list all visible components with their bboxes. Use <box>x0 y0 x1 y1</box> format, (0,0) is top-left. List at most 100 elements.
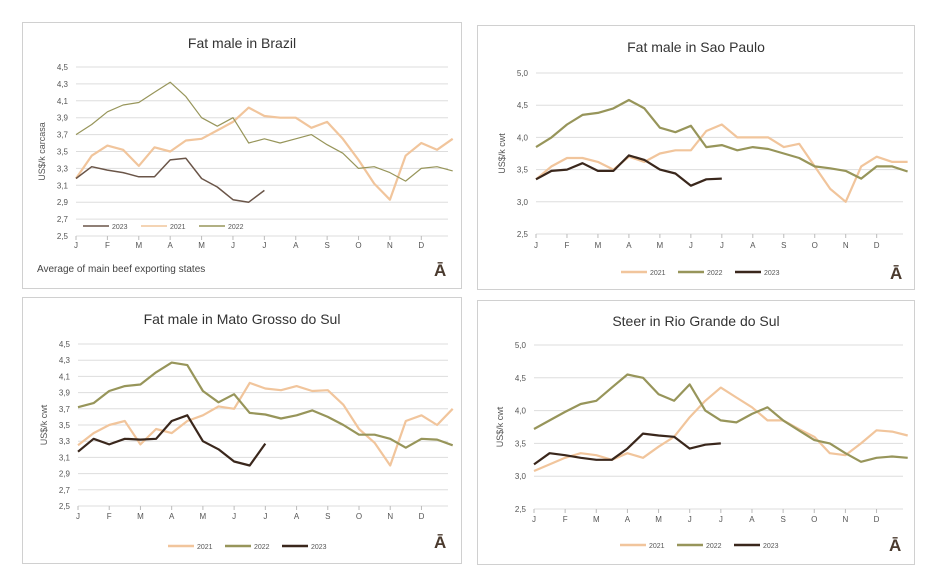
panel-rio-grande-do-sul: Steer in Rio Grande do Sul Ā 2,5 3,0 3,5 4,… <box>477 300 915 565</box>
x-tick-label: M <box>135 241 142 250</box>
y-tick-label: 4,0 <box>515 407 527 416</box>
y-tick-label: 4,5 <box>515 374 527 383</box>
legend-label: 2023 <box>764 270 780 277</box>
legend-label: 2023 <box>763 543 779 550</box>
x-tick-label: M <box>655 515 662 524</box>
legend-label: 2021 <box>650 270 666 277</box>
brand-logo: Ā <box>434 533 447 552</box>
y-tick-label: 2,7 <box>57 215 69 224</box>
series-line-2023 <box>533 432 721 466</box>
x-tick-label: J <box>532 515 536 524</box>
series-line-2021 <box>75 106 454 201</box>
x-tick-label: S <box>781 241 786 250</box>
x-tick-label: A <box>749 515 755 524</box>
y-tick-label: 4,0 <box>517 133 529 142</box>
y-tick-label: 3,5 <box>515 439 527 448</box>
chart-rio-grande-do-sul: 2,5 3,0 3,5 4,0 4,5 5,0 J F M A M J J A S O N D US$/k cwt 2… <box>495 341 908 550</box>
x-tick-label: J <box>74 241 78 250</box>
y-tick-label: 2,5 <box>517 230 529 239</box>
y-tick-label: 4,1 <box>59 372 71 381</box>
y-axis-label: US$/k carcasa <box>37 122 47 181</box>
x-tick-label: O <box>812 241 818 250</box>
x-tick-label: J <box>534 241 538 250</box>
x-tick-label: N <box>843 515 849 524</box>
x-tick-label: D <box>874 515 880 524</box>
y-tick-label: 3,5 <box>57 148 69 157</box>
y-tick-label: 3,7 <box>59 405 71 414</box>
legend-label: 2021 <box>197 544 213 551</box>
brand-logo: Ā <box>890 264 903 283</box>
x-tick-label: J <box>232 512 236 521</box>
y-tick-label: 3,0 <box>515 472 527 481</box>
x-tick-label: J <box>231 241 235 250</box>
x-tick-label: F <box>565 241 570 250</box>
y-tick-label: 2,5 <box>59 502 71 511</box>
chart-footnote: Average of main beef exporting states <box>37 264 206 275</box>
x-tick-label: M <box>200 512 207 521</box>
chart-title: Fat male in Brazil <box>187 35 297 51</box>
y-tick-label: 2,5 <box>57 232 69 241</box>
legend-label: 2023 <box>311 544 327 551</box>
x-tick-label: J <box>262 241 266 250</box>
x-tick-label: A <box>168 241 174 250</box>
y-tick-label: 4,5 <box>57 63 69 72</box>
x-tick-label: F <box>105 241 110 250</box>
series-line-2022 <box>533 373 908 463</box>
y-tick-label: 2,7 <box>59 486 71 495</box>
x-tick-label: D <box>418 241 424 250</box>
y-tick-label: 3,9 <box>57 114 69 123</box>
x-tick-label: A <box>625 515 631 524</box>
x-tick-label: S <box>780 515 785 524</box>
chart-mato-grosso-do-sul: 2,5 2,7 2,9 3,1 3,3 3,5 3,7 3,9 4,1 4,3 4,5 J F M A M J J… <box>39 340 454 551</box>
series-line-2022 <box>75 81 453 182</box>
series-line-2023 <box>535 154 722 187</box>
x-tick-label: M <box>198 241 205 250</box>
chart-title: Fat male in Mato Grosso do Sul <box>143 311 341 327</box>
legend-label: 2021 <box>649 543 665 550</box>
x-tick-label: D <box>874 241 880 250</box>
x-tick-label: F <box>563 515 568 524</box>
y-tick-label: 5,0 <box>517 69 529 78</box>
x-tick-label: J <box>719 515 723 524</box>
y-axis-label: US$/k cwt <box>497 133 507 174</box>
x-tick-label: A <box>169 512 175 521</box>
series-line-2022 <box>77 361 454 449</box>
y-tick-label: 4,3 <box>59 356 71 365</box>
series-line-2023 <box>75 157 265 203</box>
y-tick-label: 3,7 <box>57 131 69 140</box>
x-tick-label: M <box>137 512 144 521</box>
x-tick-label: N <box>843 241 849 250</box>
legend-label: 2022 <box>707 270 723 277</box>
x-tick-label: A <box>626 241 632 250</box>
series-line-2023 <box>77 414 267 467</box>
legend-label: 2022 <box>228 224 244 231</box>
x-tick-label: J <box>688 515 692 524</box>
x-tick-label: F <box>107 512 112 521</box>
chart-brazil: 2,5 2,7 2,9 3,1 3,3 3,5 3,7 3,9 4,1 4,3 4,5 J F M A M J J… <box>37 63 454 250</box>
x-tick-label: J <box>689 241 693 250</box>
y-tick-label: 3,1 <box>57 181 69 190</box>
x-tick-label: A <box>294 512 300 521</box>
x-tick-label: M <box>593 515 600 524</box>
y-tick-label: 4,5 <box>517 101 529 110</box>
y-tick-label: 3,3 <box>57 164 69 173</box>
y-tick-label: 4,1 <box>57 97 69 106</box>
series-line-2021 <box>77 381 454 467</box>
x-tick-label: S <box>324 241 329 250</box>
x-tick-label: A <box>293 241 299 250</box>
series-line-2022 <box>535 98 908 180</box>
y-tick-label: 2,9 <box>59 470 71 479</box>
x-tick-label: O <box>811 515 817 524</box>
x-tick-label: N <box>387 241 393 250</box>
y-tick-label: 5,0 <box>515 341 527 350</box>
brand-logo: Ā <box>889 536 902 555</box>
legend-label: 2023 <box>112 224 128 231</box>
y-tick-label: 2,9 <box>57 198 69 207</box>
x-tick-label: J <box>263 512 267 521</box>
x-tick-label: S <box>325 512 330 521</box>
chart-title: Fat male in Sao Paulo <box>627 39 765 55</box>
y-tick-label: 3,3 <box>59 437 71 446</box>
y-tick-label: 3,1 <box>59 453 71 462</box>
y-tick-label: 3,5 <box>517 166 529 175</box>
y-axis-label: US$/k cwt <box>39 404 49 445</box>
